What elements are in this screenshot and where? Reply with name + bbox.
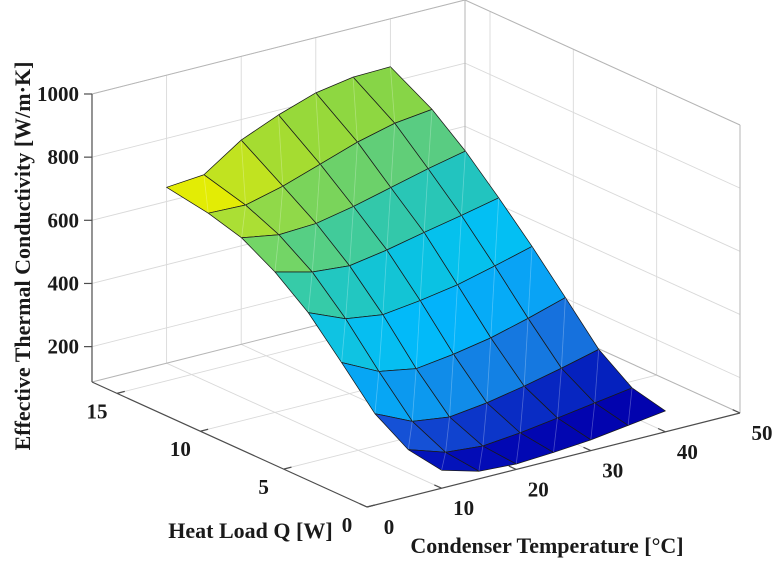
surface-face-diagonal — [419, 232, 425, 301]
surface-face-diagonal — [315, 164, 321, 224]
surface-face-diagonal — [449, 354, 454, 418]
surface-face-diagonal — [427, 109, 433, 169]
surface-face-diagonal — [278, 114, 284, 187]
surface-face-diagonal — [561, 297, 566, 369]
surface-face-diagonal — [389, 66, 396, 124]
surface-face-diagonal — [274, 234, 280, 272]
surface-face-diagonal — [423, 168, 429, 233]
surface-face-diagonal — [386, 187, 392, 251]
surface-face-diagonal — [315, 92, 321, 165]
surface-face-diagonal — [353, 142, 358, 207]
surface-face-diagonal — [345, 265, 350, 319]
surface-face-diagonal — [490, 265, 496, 338]
surface-face-diagonal — [411, 368, 417, 422]
x-tick-label: 20 — [528, 477, 549, 501]
surface-face — [407, 449, 480, 472]
floor-grid-x — [166, 362, 442, 489]
surface-face-diagonal — [486, 337, 492, 403]
rightwall-grid-z — [464, 62, 741, 189]
backwall-grid-z — [91, 62, 466, 158]
surface-face-diagonal — [527, 246, 533, 319]
surface-face-diagonal — [523, 318, 529, 387]
surface-face-diagonal — [415, 300, 421, 369]
surface-face-diagonal — [594, 349, 600, 404]
x-tick — [508, 465, 517, 470]
surface-face-diagonal — [482, 402, 488, 447]
surface-face-diagonal — [390, 123, 396, 188]
x-tick-label: 40 — [677, 440, 698, 464]
surface-face-diagonal — [461, 151, 466, 216]
y-axis-line — [91, 381, 368, 508]
surface-face-diagonal — [590, 402, 596, 440]
surface-face-diagonal — [453, 284, 458, 355]
surface-face-diagonal — [553, 418, 558, 453]
x-tick — [732, 409, 741, 414]
surface-face-diagonal — [240, 140, 246, 206]
surface-face-diagonal — [349, 206, 354, 266]
surface-face-diagonal — [407, 421, 413, 450]
surface-face-diagonal — [203, 174, 209, 214]
z-tick-label: 1000 — [37, 82, 79, 106]
y-tick — [366, 504, 375, 508]
x-tick-label: 50 — [752, 421, 773, 445]
surface-face-diagonal — [445, 416, 450, 453]
surface-face-diagonal — [241, 204, 246, 238]
y-tick-label: 0 — [342, 513, 353, 537]
box-edge-right-top — [464, 0, 741, 126]
surface-face-diagonal — [382, 250, 388, 315]
x-tick-label: 30 — [602, 459, 623, 483]
z-tick-label: 400 — [47, 271, 79, 295]
y-tick — [283, 466, 292, 470]
y-tick-label: 15 — [86, 399, 107, 423]
x-axis-line — [366, 412, 741, 508]
box-edge-back-top — [91, 0, 466, 95]
rightwall-grid-z — [464, 189, 741, 315]
surface-face-diagonal — [378, 314, 384, 372]
surface-face-diagonal — [557, 368, 562, 419]
surface-face-diagonal — [478, 445, 484, 472]
z-tick-label: 200 — [47, 335, 79, 359]
surface-face-diagonal — [441, 452, 446, 471]
x-tick — [359, 503, 368, 508]
surface-face-diagonal — [457, 215, 462, 285]
x-tick-label: 10 — [453, 496, 474, 520]
surface-face-diagonal — [307, 271, 313, 313]
y-tick-label: 10 — [170, 437, 191, 461]
surface-face-diagonal — [627, 387, 633, 426]
surface-face-diagonal — [515, 432, 521, 465]
z-tick-label: 600 — [47, 208, 79, 232]
surface-face-diagonal — [494, 197, 500, 266]
y-tick-label: 5 — [258, 475, 269, 499]
x-tick — [657, 427, 666, 433]
surface-face-diagonal — [374, 371, 380, 414]
z-axis-label: Effective Thermal Conductivity [W/m·K] — [10, 61, 35, 451]
x-tick — [434, 484, 442, 489]
surface-face-diagonal — [341, 318, 346, 363]
y-axis-label: Heat Load Q [W] — [168, 518, 333, 543]
x-axis-label: Condenser Temperature [°C] — [410, 533, 684, 558]
x-tick-label: 0 — [384, 515, 395, 539]
x-tick — [583, 446, 592, 452]
surface-face-diagonal — [278, 186, 284, 235]
surface-face-diagonal — [311, 223, 317, 273]
y-tick — [116, 390, 125, 394]
rightwall-grid-z — [464, 125, 741, 252]
surface-face-diagonal — [519, 386, 525, 433]
y-tick — [200, 428, 209, 432]
surface-face-diagonal — [352, 77, 358, 143]
z-tick-label: 800 — [47, 145, 79, 169]
